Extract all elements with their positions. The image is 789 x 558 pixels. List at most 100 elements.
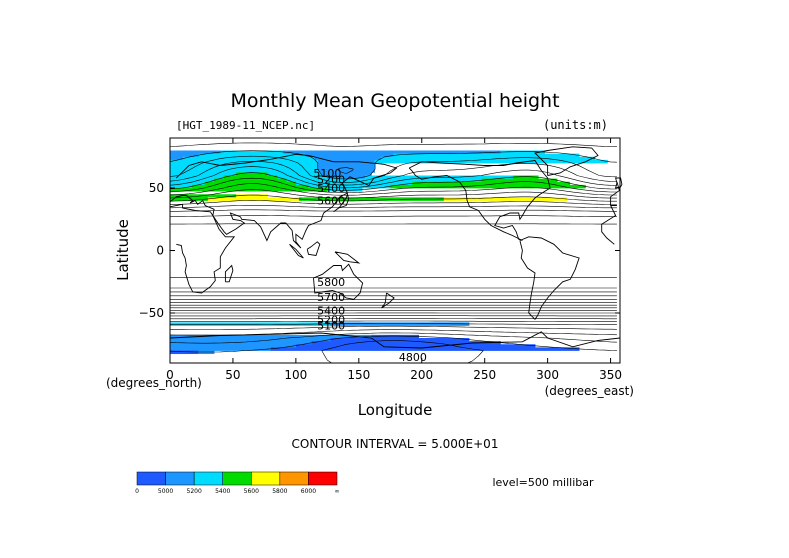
colorbar-label: 5800 — [272, 488, 287, 495]
height-band-cell — [214, 178, 287, 183]
contour-label: 5400 — [317, 182, 345, 195]
height-band-cell — [311, 341, 501, 345]
contour-line — [170, 209, 617, 293]
contour-line — [169, 183, 617, 309]
height-band-cell — [170, 350, 199, 355]
contour-line — [170, 223, 617, 278]
height-band-cell — [371, 334, 420, 339]
height-band-cell — [220, 150, 284, 155]
coastline-europe-asia — [169, 153, 620, 249]
y-units-label: (degrees_north) — [106, 376, 202, 390]
height-band-cell — [267, 172, 322, 176]
contour-line — [169, 200, 617, 300]
contour-label: 5200 — [317, 313, 345, 326]
contour-label: 4800 — [399, 351, 427, 364]
height-band-cell — [170, 344, 297, 348]
contour-line — [169, 329, 617, 336]
height-band-cell — [412, 181, 571, 186]
y-tick-label: 0 — [156, 244, 164, 258]
x-tick-label: 300 — [536, 368, 559, 382]
coastline-sumatra — [289, 243, 304, 259]
x-tick-label: 0 — [166, 368, 174, 382]
height-band-cell — [223, 175, 278, 180]
height-band-cell — [443, 197, 567, 201]
height-band-cell — [276, 175, 328, 180]
colorbar-label: 5000 — [158, 488, 173, 495]
coastline-africa — [169, 203, 617, 294]
height-band-cell — [317, 169, 375, 173]
colorbar-label: 6000 — [301, 488, 316, 495]
height-band-cell — [327, 188, 363, 192]
contour-line — [169, 205, 617, 297]
x-axis-ticks: 0 50 100 150 200 250 300 350 — [166, 138, 622, 382]
height-band-cell — [295, 181, 413, 186]
contour-label: 5700 — [317, 291, 345, 304]
height-band-cell — [327, 175, 366, 180]
height-band-cell — [170, 181, 206, 186]
x-tick-label: 50 — [225, 368, 240, 382]
height-band-cell — [305, 153, 394, 158]
x-units-label: (degrees_east) — [545, 384, 634, 398]
colorbar-label: 5200 — [187, 488, 202, 495]
color-legend: 0 5000 5200 5400 5600 5800 6000 ∞ — [135, 471, 340, 495]
height-band-cell — [170, 153, 199, 158]
height-band-cell — [317, 163, 375, 167]
x-tick-label: 100 — [284, 368, 307, 382]
contour-line — [169, 172, 617, 314]
height-band-cell — [170, 341, 313, 345]
height-band-cell — [182, 156, 316, 161]
height-band-cell — [170, 156, 183, 161]
colorbar-swatch — [308, 471, 338, 486]
height-band-cell — [308, 184, 391, 189]
coastline-antarctica — [169, 331, 621, 349]
contour-label: 5400 — [317, 305, 345, 318]
height-band-cell — [283, 150, 501, 155]
height-band-cell — [314, 156, 382, 161]
colorbar-swatch — [136, 471, 166, 486]
contour-line — [170, 215, 617, 289]
height-band-cell — [170, 166, 319, 170]
height-band-cell — [170, 163, 319, 167]
height-band-cell — [236, 172, 268, 176]
x-tick-label: 350 — [599, 368, 622, 382]
height-band-cell — [207, 197, 300, 201]
height-band-cell — [513, 175, 539, 180]
colorbar-label: 5600 — [244, 488, 259, 495]
coastline-new-zealand — [381, 292, 395, 309]
colorbar-swatch — [279, 471, 309, 486]
colorbar-label: ∞ — [335, 488, 340, 495]
contour-line — [169, 161, 617, 320]
x-tick-label: 200 — [410, 368, 433, 382]
units-label: (units:m) — [543, 118, 608, 132]
contour-line — [169, 150, 617, 325]
height-band-cell — [170, 334, 372, 339]
height-band-cell — [170, 175, 224, 180]
height-band-cell — [170, 322, 331, 326]
height-band-cell — [170, 169, 319, 173]
height-band-cell — [170, 172, 237, 176]
x-axis-title: Longitude — [358, 401, 433, 419]
y-tick-label: −50 — [139, 306, 164, 320]
height-band-cell — [286, 178, 482, 183]
coastline-borneo — [306, 241, 321, 257]
contour-line — [169, 177, 617, 311]
height-band-cell — [380, 156, 596, 161]
height-band-cell — [236, 194, 268, 198]
x-tick-label: 250 — [473, 368, 496, 382]
x-tick-label: 150 — [347, 368, 370, 382]
height-band-cell — [321, 172, 372, 176]
height-band-cell — [170, 178, 215, 183]
contour-label: 5800 — [317, 276, 345, 289]
height-band-cell — [192, 184, 309, 189]
coastline-japan — [333, 192, 350, 213]
height-band-cell — [393, 153, 580, 158]
contour-line — [169, 155, 617, 322]
height-band-cell — [374, 159, 608, 164]
height-band-cell — [390, 184, 586, 189]
height-band-cell — [270, 347, 580, 351]
coastline-south-america — [519, 236, 580, 321]
file-name-label: [HGT_1989-11_NCEP.nc] — [176, 119, 315, 132]
coastlines — [169, 146, 623, 349]
